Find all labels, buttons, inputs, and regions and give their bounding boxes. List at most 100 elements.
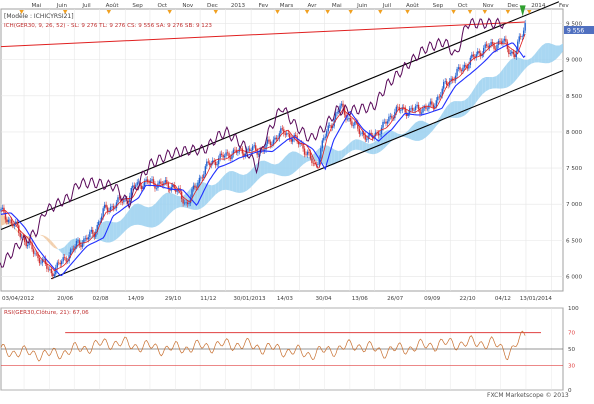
candle-body [317, 164, 318, 165]
ichimoku-cloud [1, 43, 563, 255]
cloud-segment [307, 156, 311, 162]
cloud-segment [243, 174, 247, 193]
date-label: 13/01/2014 [520, 296, 553, 302]
candle-body [418, 105, 419, 109]
cloud-segment [219, 177, 223, 192]
candle-body [208, 162, 209, 163]
candle-body [320, 148, 321, 158]
candle-body [305, 155, 306, 156]
candle-body [412, 108, 413, 111]
candle-body [138, 182, 139, 183]
cloud-segment [264, 161, 268, 175]
candle-body [33, 249, 34, 254]
candle-body [514, 54, 515, 57]
cloud-segment [296, 152, 300, 171]
cloud-segment [507, 60, 511, 88]
month-label: Juil [382, 3, 392, 9]
price-tick: 6 000 [566, 275, 582, 281]
cloud-segment [40, 235, 44, 237]
candle-body [362, 132, 363, 133]
candle-body [415, 106, 416, 110]
cloud-segment [545, 43, 549, 63]
cloud-segment [261, 161, 265, 177]
cloud-segment [113, 222, 117, 241]
price-tick: 7 000 [566, 202, 582, 208]
candle-body [76, 241, 77, 246]
candle-body [134, 185, 135, 186]
candle-body [459, 67, 460, 70]
candle-body [230, 157, 231, 158]
cloud-segment [159, 195, 163, 224]
cloud-segment [166, 193, 170, 218]
cloud-segment [380, 132, 384, 151]
candle-body [416, 105, 417, 106]
candle-body [421, 112, 422, 113]
channel-upper-line [1, 2, 559, 230]
candle-body [182, 199, 183, 203]
candle-body [57, 263, 58, 268]
candle-body [465, 65, 466, 67]
month-label: Sep [132, 3, 143, 9]
model-label: [Modèle : ICHICYRSI21] [4, 13, 74, 20]
candle-body [51, 269, 52, 273]
candle-body [65, 258, 66, 262]
candle-body [365, 135, 366, 139]
candle-body [384, 122, 385, 123]
cloud-segment [366, 143, 370, 154]
date-label: 22/10 [459, 296, 476, 302]
candle-body [62, 257, 63, 261]
candle-body [354, 122, 355, 126]
candle-body [12, 223, 13, 226]
candle-body [188, 203, 189, 204]
candle-body [274, 138, 275, 140]
candle-body [11, 220, 12, 224]
cloud-segment [1, 214, 5, 226]
candle-body [471, 55, 472, 58]
candle-body [222, 155, 223, 157]
candle-body [479, 51, 480, 53]
candle-body [390, 116, 391, 117]
candle-body [381, 128, 382, 134]
cloud-segment [447, 103, 451, 118]
watermark: FXCM Marketscope © 2013 [487, 392, 569, 399]
candle-body [205, 166, 206, 174]
candle-body [91, 230, 92, 232]
month-label: Dec [507, 3, 518, 9]
cloud-segment [503, 64, 507, 88]
candle-body [360, 134, 361, 135]
candle-body [288, 133, 289, 134]
date-label: 04/12 [495, 296, 511, 302]
candle-body [280, 128, 281, 133]
candle-body [313, 163, 314, 164]
cloud-segment [528, 58, 532, 66]
month-label: Août [106, 2, 120, 9]
cloud-segment [110, 221, 114, 242]
candle-body [473, 55, 474, 57]
candle-body [110, 207, 111, 211]
ichimoku-legend: ICH(GER30, 9, 26, 52) - SL: 9 276 TL: 9 … [4, 23, 212, 29]
candle-body [172, 185, 173, 187]
signal-marker [451, 10, 455, 14]
candle-body [462, 68, 463, 71]
candle-body [444, 81, 445, 82]
candle-body [339, 106, 340, 111]
candle-body [348, 118, 349, 119]
cloud-segment [271, 164, 275, 174]
cloud-segment [173, 194, 177, 211]
candle-body [145, 179, 146, 180]
candle-body [382, 122, 383, 128]
candle-body [291, 139, 292, 142]
cloud-segment [247, 171, 251, 191]
candle-body [295, 135, 296, 136]
signal-marker [214, 10, 218, 14]
trade-markers [19, 5, 531, 16]
candle-body [437, 97, 438, 101]
cloud-segment [54, 244, 58, 250]
candle-body [77, 240, 78, 241]
cloud-segment [293, 151, 297, 173]
cloud-segment [538, 46, 542, 63]
month-label: Avr [307, 3, 317, 9]
cloud-segment [50, 240, 54, 248]
cloud-segment [43, 235, 47, 240]
